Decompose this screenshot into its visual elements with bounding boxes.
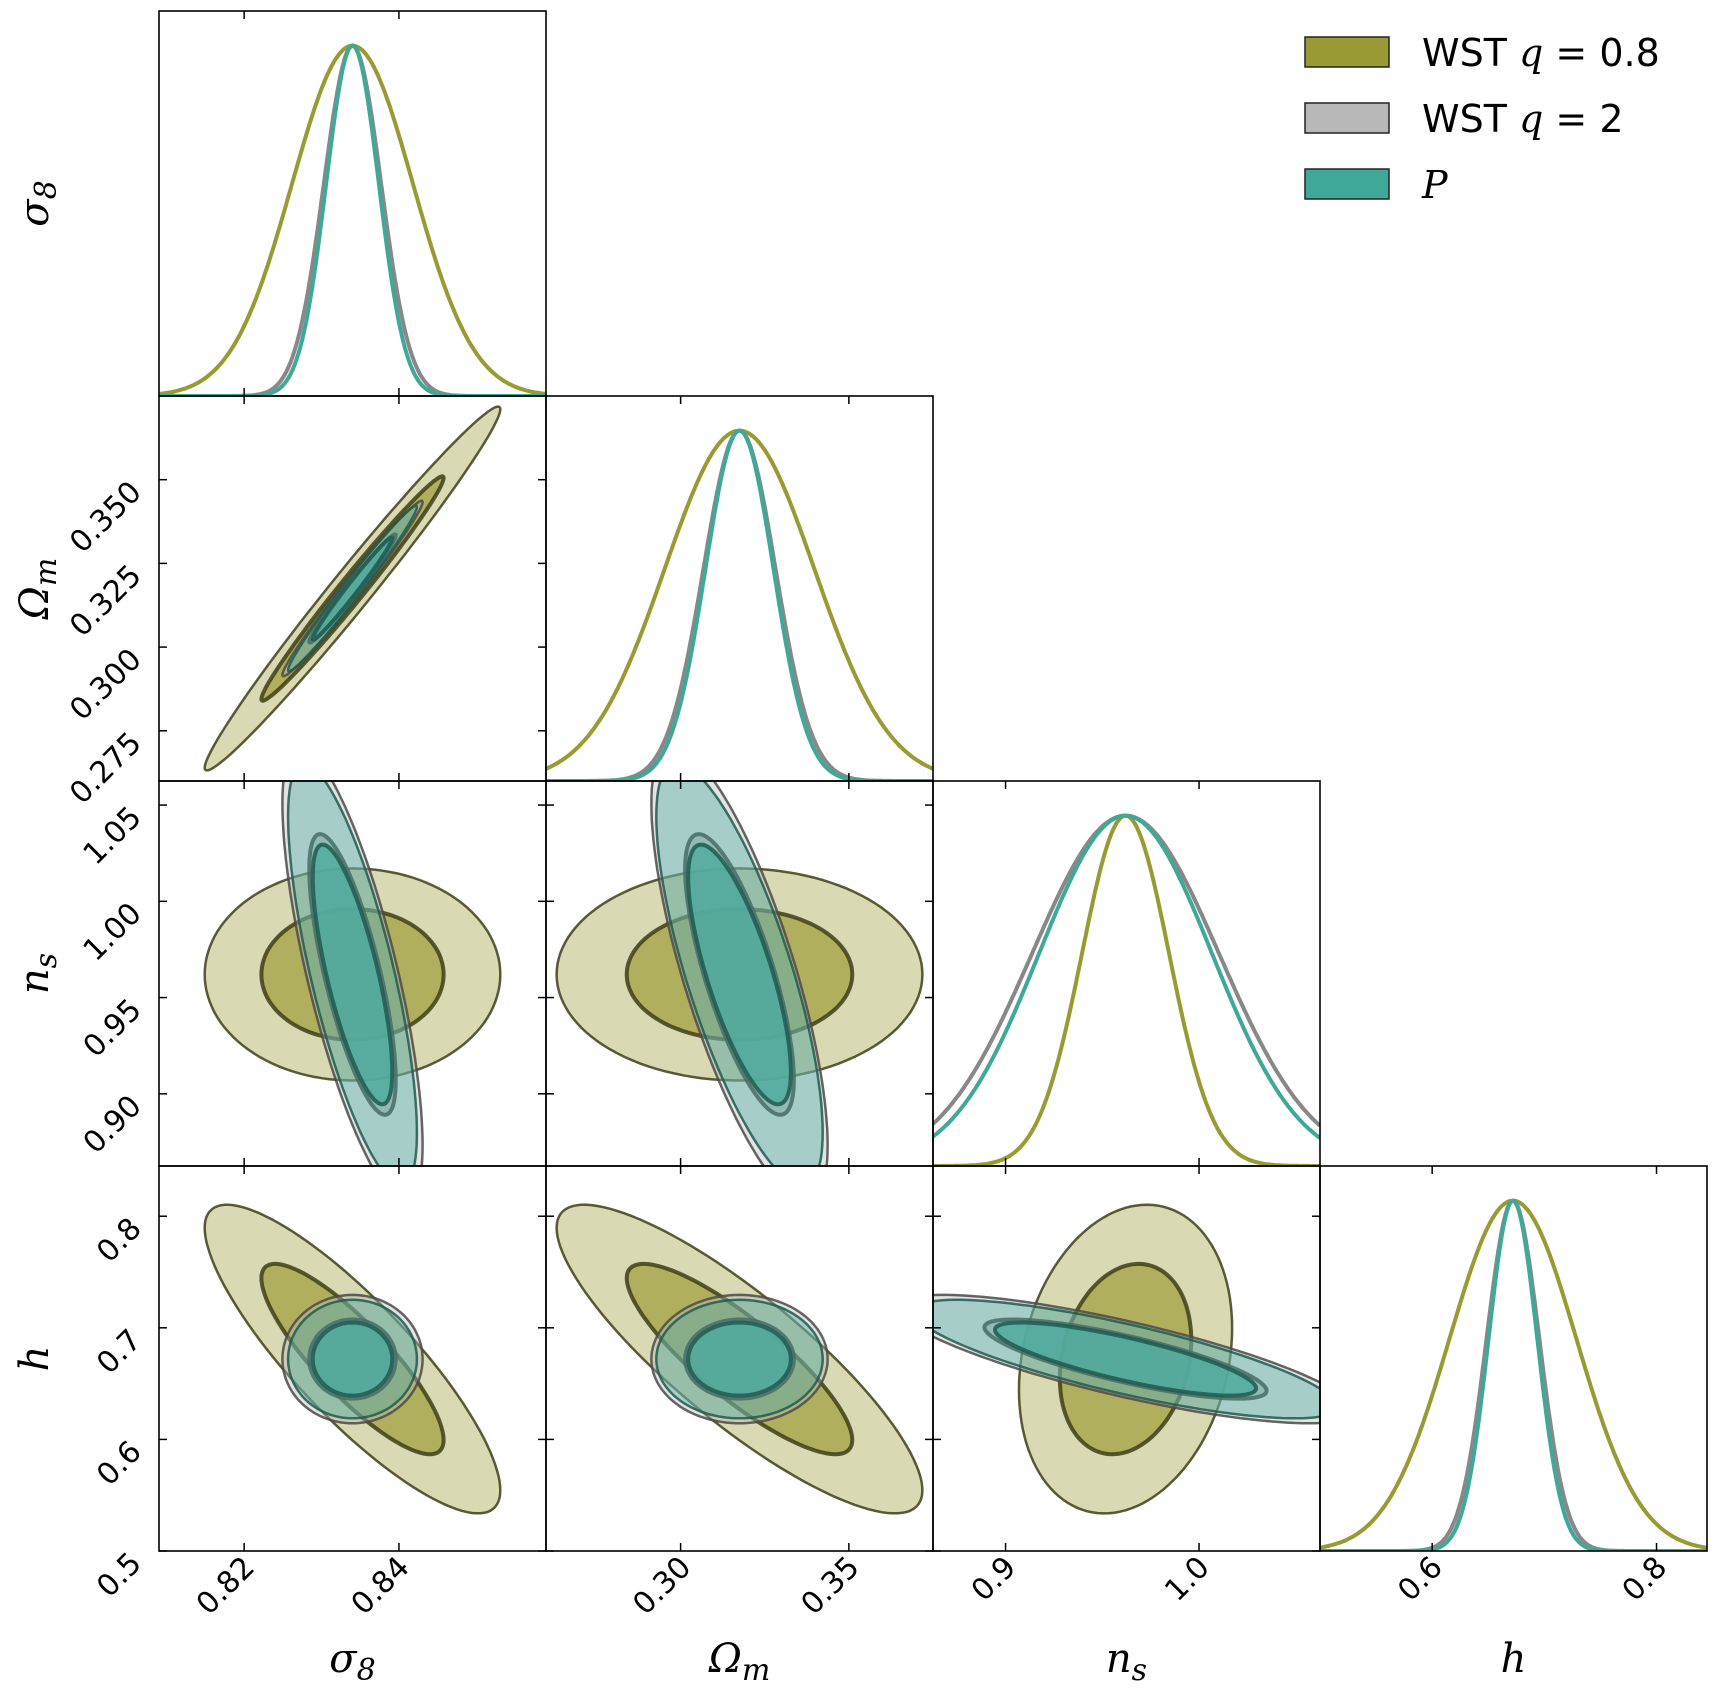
y-axis-label-sigma8: σ8 <box>12 180 64 226</box>
x-axis-label-sigma8: σ8 <box>329 1636 375 1688</box>
axis-label-symbol: Ω <box>12 586 58 620</box>
marginal-curve-2 <box>933 813 1320 1140</box>
marginal-curve-0 <box>933 813 1320 1166</box>
axis-label-subscript: 8 <box>357 1653 376 1688</box>
marginal-curve-2 <box>546 428 933 781</box>
legend-text-suffix: = 0.8 <box>1543 31 1659 75</box>
y-tick-label-h: 0.6 <box>90 1434 148 1492</box>
axis-label-symbol: σ <box>12 198 58 227</box>
axis-label-symbol: h <box>1501 1636 1527 1682</box>
marginal-curve-1 <box>1320 1198 1707 1551</box>
y-tick-label-omega_m: 0.275 <box>63 726 148 811</box>
marginal-curve-1 <box>933 813 1320 1128</box>
axis-label-subscript: m <box>29 558 64 586</box>
x-tick-label-h: 0.6 <box>1391 1550 1449 1608</box>
contour-panel-n_s-vs-omega_m <box>555 781 924 1166</box>
x-tick-label-sigma8: 0.84 <box>345 1550 417 1622</box>
legend-text-var: q <box>1519 31 1543 75</box>
y-tick-label-h: 0.7 <box>90 1323 148 1381</box>
contour-68-2 <box>992 1320 1259 1398</box>
marginal-curve-2 <box>159 43 546 396</box>
x-tick-label-omega_m: 0.30 <box>626 1550 698 1622</box>
contour-68-2 <box>686 842 793 1107</box>
contour-panel-h-vs-sigma8 <box>203 1203 502 1515</box>
marginal-curve-0 <box>546 428 933 771</box>
contour-68-2 <box>310 1320 395 1398</box>
marginal-curve-1 <box>546 428 933 781</box>
x-axis-label-n_s: ns <box>1106 1636 1147 1688</box>
legend-swatch-1 <box>1304 102 1390 134</box>
legend-text-prefix: WST <box>1422 97 1519 141</box>
axis-label-subscript: s <box>29 953 64 968</box>
tick-layer <box>159 11 1658 1552</box>
axis-label-symbol: σ <box>329 1636 358 1682</box>
x-axis-label-omega_m: Ωm <box>708 1636 771 1688</box>
contour-68-2 <box>310 535 395 642</box>
x-tick-label-sigma8: 0.82 <box>190 1550 262 1622</box>
y-tick-label-n_s: 0.90 <box>77 1089 149 1161</box>
contour-68-2 <box>310 842 395 1107</box>
panel-frame-3-3 <box>1319 1165 1708 1552</box>
contour-layer <box>203 405 1320 1515</box>
contour-panel-n_s-vs-sigma8 <box>203 781 502 1166</box>
legend-label-2: P <box>1421 163 1449 207</box>
y-axis-label-n_s: ns <box>12 953 64 994</box>
y-tick-label-h: 0.5 <box>90 1546 148 1604</box>
marginal-curve-1 <box>159 43 546 396</box>
y-axis-label-h: h <box>12 1346 58 1372</box>
marginal-omega_m <box>546 428 933 781</box>
frame-layer <box>158 10 1708 1552</box>
marginal-sigma8 <box>159 43 546 396</box>
legend-label-1: WST q = 2 <box>1422 97 1624 141</box>
x-tick-label-omega_m: 0.35 <box>795 1550 867 1622</box>
legend-text-var: q <box>1519 97 1543 141</box>
marginal-n_s <box>933 813 1320 1166</box>
legend-text-suffix: = 2 <box>1543 97 1623 141</box>
x-axis-label-h: h <box>1501 1636 1527 1682</box>
legend-label-0: WST q = 0.8 <box>1422 31 1660 75</box>
contour-panel-h-vs-n_s <box>933 1203 1320 1515</box>
panel-frame-1-1 <box>545 395 934 782</box>
y-tick-label-omega_m: 0.350 <box>63 475 148 560</box>
legend-swatch-0 <box>1304 36 1390 68</box>
y-tick-label-omega_m: 0.325 <box>63 558 148 643</box>
contour-68-2 <box>686 1320 793 1398</box>
contour-panel-h-vs-omega_m <box>555 1203 924 1515</box>
y-tick-label-n_s: 1.00 <box>77 896 149 968</box>
y-axis-label-omega_m: Ωm <box>12 558 64 621</box>
axis-label-subscript: 8 <box>29 180 64 199</box>
axis-label-subscript: s <box>1132 1653 1147 1688</box>
y-tick-label-n_s: 0.95 <box>77 992 149 1064</box>
axis-label-symbol: h <box>12 1346 58 1372</box>
panel-frame-0-0 <box>158 10 547 397</box>
legend-text-var: P <box>1421 163 1449 207</box>
panel-frame-2-2 <box>932 780 1321 1167</box>
axis-label-subscript: m <box>742 1653 770 1688</box>
x-tick-label-n_s: 1.0 <box>1158 1550 1216 1608</box>
axis-label-symbol: n <box>1106 1636 1132 1682</box>
y-tick-label-h: 0.8 <box>90 1211 148 1269</box>
axis-label-symbol: Ω <box>708 1636 742 1682</box>
marginal-h <box>1320 1198 1707 1551</box>
legend-text-prefix: WST <box>1422 31 1519 75</box>
marginal-layer <box>159 43 1707 1551</box>
x-tick-label-h: 0.8 <box>1616 1550 1674 1608</box>
marginal-curve-0 <box>1320 1198 1707 1550</box>
legend-swatch-2 <box>1304 168 1390 200</box>
y-tick-label-omega_m: 0.300 <box>63 642 148 727</box>
marginal-curve-0 <box>159 43 546 396</box>
axis-label-symbol: n <box>12 968 58 994</box>
contour-panel-omega_m-vs-sigma8 <box>203 405 502 772</box>
marginal-curve-2 <box>1320 1198 1707 1551</box>
x-tick-label-n_s: 0.9 <box>965 1550 1023 1608</box>
